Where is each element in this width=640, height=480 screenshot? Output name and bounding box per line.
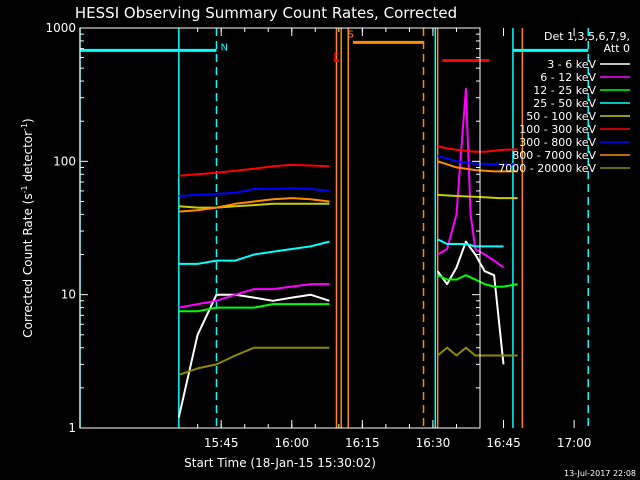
legend-label-6: 300 - 800 keV	[519, 136, 596, 149]
series-2-line-1	[437, 274, 518, 288]
legend-header-attenuator: Att 0	[604, 42, 630, 55]
x-axis: 15:45 16:00 16:15 16:30 16:45 17:00	[197, 28, 592, 450]
annotation-f: F	[333, 52, 339, 63]
x-axis-label: Start Time (18-Jan-15 15:30:02)	[184, 456, 376, 470]
legend-label-4: 50 - 100 keV	[526, 110, 596, 123]
series-7-line-1	[437, 160, 518, 173]
legend-label-5: 100 - 300 keV	[519, 123, 596, 136]
series-3-line-0	[178, 240, 330, 265]
legend-label-1: 6 - 12 keV	[540, 71, 596, 84]
y-tick-label-3: 1000	[45, 21, 76, 35]
y-axis-label-sup-1: -1	[20, 185, 29, 193]
y-tick-label-0: 1	[68, 421, 76, 435]
plot-frame	[79, 27, 481, 429]
y-axis-label-end: )	[21, 118, 35, 123]
series-8	[178, 346, 518, 376]
series-5-line-1	[437, 145, 518, 153]
y-axis: 1 10 100 1000	[45, 21, 480, 435]
y-axis-label-mid: detector	[21, 131, 35, 186]
plot-area: N S F	[79, 28, 589, 428]
series-5	[178, 145, 518, 177]
series-5-line-0	[178, 163, 330, 177]
series-0	[177, 240, 505, 418]
series-2	[178, 274, 518, 313]
legend-label-2: 12 - 25 keV	[533, 84, 596, 97]
series-0-line-0	[177, 293, 330, 418]
series-3-line-1	[437, 238, 504, 248]
footer-timestamp: 13-Jul-2017 22:08	[564, 469, 636, 478]
x-tick-label-4: 16:45	[486, 436, 521, 450]
y-tick-label-1: 10	[61, 288, 76, 302]
y-axis-label-sup-2: -1	[20, 123, 29, 131]
x-tick-label-3: 16:30	[416, 436, 451, 450]
x-tick-label-2: 16:15	[345, 436, 380, 450]
legend-label-8: 7000 - 20000 keV	[498, 162, 596, 175]
series-6-line-0	[178, 187, 330, 197]
annotation-s: S	[348, 29, 354, 40]
legend-label-0: 3 - 6 keV	[547, 58, 596, 71]
x-tick-label-0: 15:45	[204, 436, 239, 450]
x-tick-label-1: 16:00	[274, 436, 309, 450]
series-8-line-0	[178, 346, 330, 376]
series-4-line-0	[178, 202, 330, 209]
series-0-line-1	[436, 240, 505, 365]
legend-label-7: 800 - 7000 keV	[512, 149, 596, 162]
series-6	[178, 154, 518, 197]
chart-title: HESSI Observing Summary Count Rates, Cor…	[75, 4, 457, 22]
series-1-line-0	[178, 283, 330, 309]
series-8-line-1	[436, 346, 518, 357]
series-6-line-1	[437, 154, 518, 166]
series-7	[178, 160, 518, 213]
series-3	[178, 238, 504, 265]
y-axis-label: Corrected Count Rate (s-1 detector-1)	[20, 118, 35, 337]
legend-label-3: 25 - 50 keV	[533, 97, 596, 110]
series-2-line-0	[178, 303, 330, 313]
series-7-line-0	[178, 197, 330, 213]
y-axis-label-main: Corrected Count Rate (s	[21, 193, 35, 337]
annotation-n: N	[220, 42, 227, 53]
legend-header-detectors: Det 1,3,5,6,7,9,	[544, 30, 630, 43]
x-tick-label-5: 17:00	[557, 436, 592, 450]
y-tick-label-2: 100	[53, 154, 76, 168]
